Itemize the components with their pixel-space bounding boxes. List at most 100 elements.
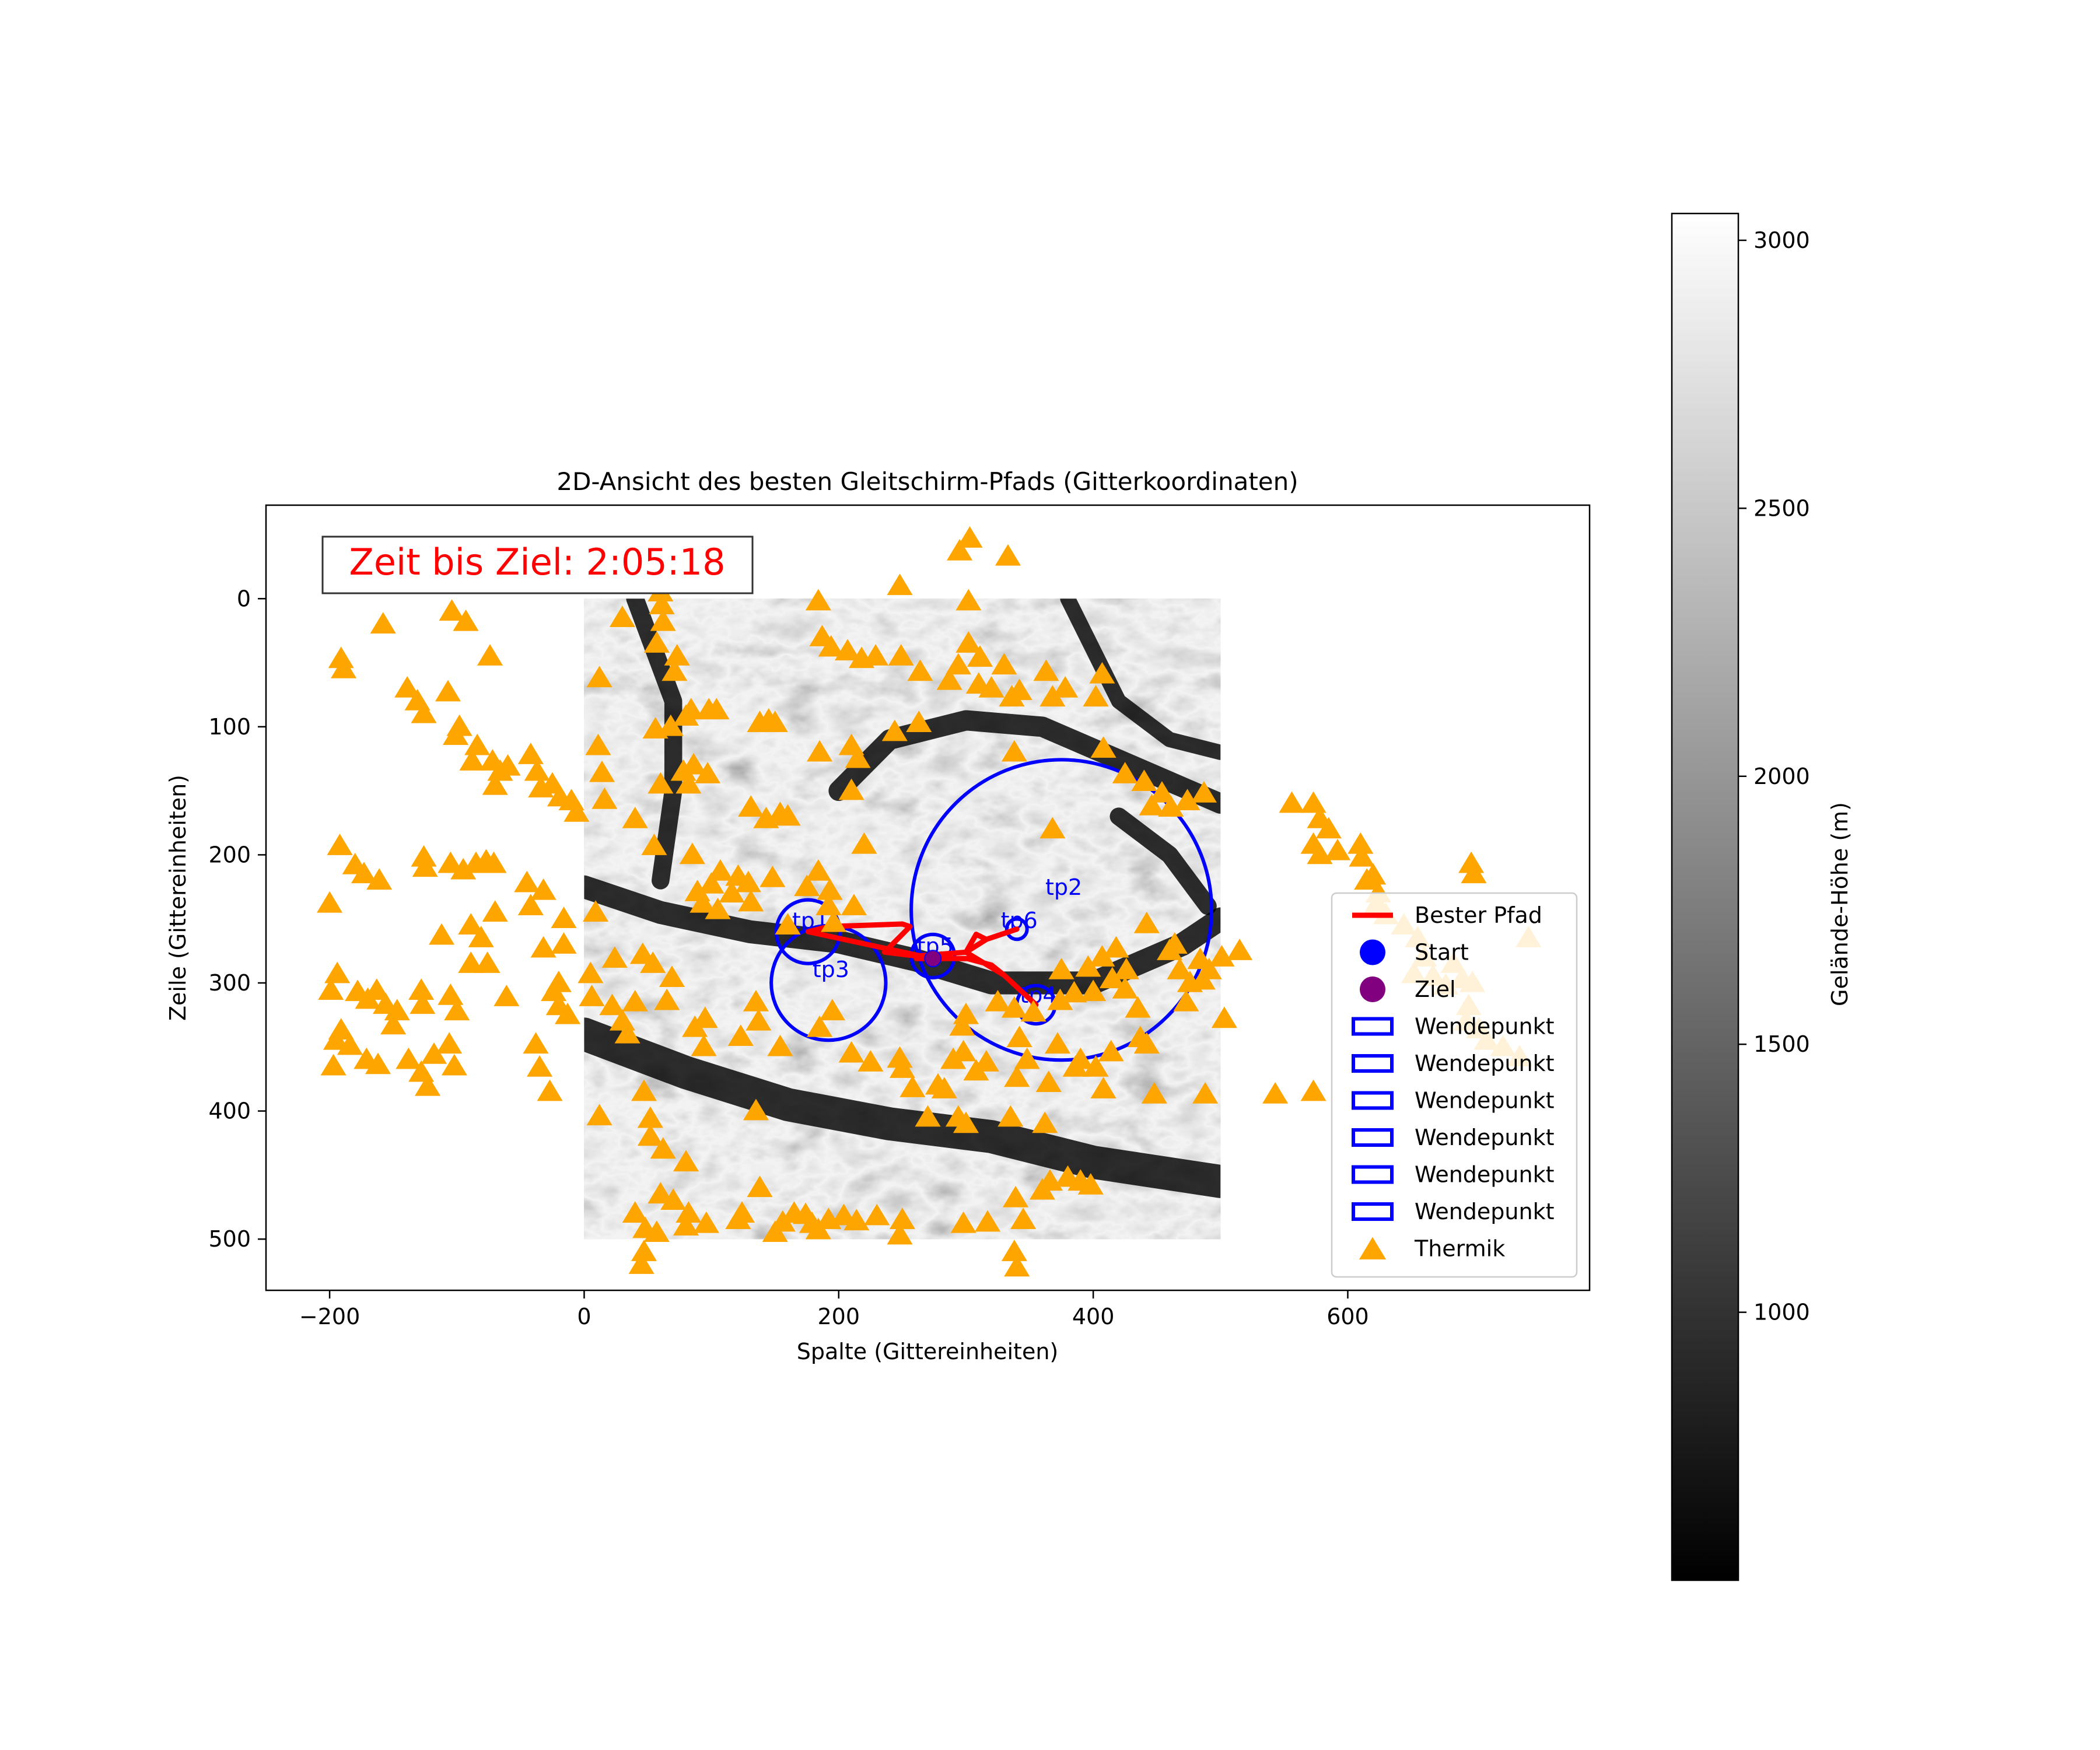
thermal-marker <box>637 1106 663 1128</box>
thermal-marker <box>1226 939 1253 960</box>
thermal-marker <box>889 1056 915 1078</box>
y-tick-label: 300 <box>208 970 251 996</box>
thermal-marker <box>805 859 831 881</box>
thermal-marker <box>517 743 544 764</box>
thermal-marker <box>746 1009 772 1031</box>
thermal-marker <box>1149 781 1175 803</box>
legend-label: Wendepunkt <box>1415 1125 1555 1150</box>
thermal-marker <box>953 1111 979 1133</box>
thermal-marker <box>551 932 577 954</box>
thermal-marker <box>1112 977 1138 999</box>
thermal-marker <box>586 666 612 688</box>
thermal-marker <box>956 589 982 611</box>
thermal-marker <box>1099 967 1125 989</box>
turnpoint-label-tp3: tp3 <box>813 957 849 982</box>
thermal-marker <box>583 900 609 922</box>
thermal-marker <box>1090 736 1116 758</box>
y-tick-label: 500 <box>208 1226 251 1252</box>
thermal-marker <box>887 1223 913 1245</box>
thermal-marker <box>622 1201 648 1223</box>
thermal-marker <box>530 878 556 900</box>
thermal-marker <box>649 593 675 615</box>
x-axis-label: Spalte (Gittereinheiten) <box>797 1339 1058 1364</box>
legend-swatch-turnpoint <box>1352 1202 1394 1221</box>
thermal-marker <box>1141 1082 1167 1104</box>
thermal-marker <box>640 951 666 973</box>
thermal-marker <box>727 1024 754 1046</box>
y-tick-label: 0 <box>237 586 251 611</box>
thermal-marker <box>363 978 390 1000</box>
thermal-marker <box>650 609 676 631</box>
turnpoint-circle-tp2 <box>909 758 1214 1062</box>
thermal-marker <box>589 760 615 782</box>
thermal-marker <box>1020 1000 1046 1022</box>
colorbar-tick-label: 2000 <box>1754 764 1810 789</box>
thermal-marker <box>351 862 377 884</box>
thermal-marker <box>957 526 983 548</box>
thermal-marker <box>1089 945 1115 967</box>
legend-label: Start <box>1415 940 1469 965</box>
thermal-marker <box>384 999 410 1021</box>
thermal-marker <box>1125 996 1151 1018</box>
thermal-marker <box>950 1211 977 1233</box>
thermal-marker <box>887 1046 913 1068</box>
thermal-marker <box>441 1054 467 1076</box>
legend-swatch-thermal <box>1359 1237 1387 1259</box>
thermal-marker <box>767 1034 793 1056</box>
legend-swatch-turnpoint <box>1352 1165 1394 1184</box>
thermal-marker <box>743 1098 769 1121</box>
thermal-marker <box>1010 1208 1037 1229</box>
thermal-marker <box>676 772 702 794</box>
thermal-marker <box>458 913 484 935</box>
x-axis-ticks: −200 0 200 400 600 <box>299 1290 1369 1329</box>
thermal-marker <box>775 913 801 935</box>
thermal-marker <box>438 983 464 1005</box>
thermal-marker <box>949 1014 975 1036</box>
colorbar-ticks: 1000 1500 2000 2500 3000 <box>1738 228 1810 1325</box>
thermal-marker <box>394 676 421 698</box>
thermal-marker <box>1173 989 1199 1012</box>
thermal-marker <box>978 676 1005 698</box>
thermal-marker <box>695 762 721 783</box>
thermal-marker <box>704 698 730 720</box>
thermal-marker <box>845 746 871 768</box>
thermal-marker <box>660 1188 687 1210</box>
thermal-marker <box>925 1073 951 1095</box>
thermal-marker <box>1040 685 1066 707</box>
thermal-marker <box>747 1175 773 1198</box>
thermal-marker <box>408 978 435 1000</box>
thermal-marker <box>1080 979 1107 1002</box>
thermal-marker <box>673 1150 699 1172</box>
thermal-marker <box>1349 845 1375 867</box>
thermal-marker <box>631 1079 657 1101</box>
thermal-marker <box>592 788 618 809</box>
thermal-marker <box>551 907 577 928</box>
colorbar: 1000 1500 2000 2500 3000 Gelände-Höhe (m) <box>1671 212 1853 1581</box>
thermal-marker <box>601 946 628 968</box>
thermal-marker <box>1133 912 1160 933</box>
thermal-marker <box>370 612 396 634</box>
legend-swatch-turnpoint <box>1352 1091 1394 1110</box>
legend-label: Wendepunkt <box>1415 1014 1555 1040</box>
thermal-marker <box>1048 958 1074 979</box>
thermal-marker <box>641 834 667 855</box>
thermal-marker <box>527 1055 553 1077</box>
y-axis-ticks: 0 100 200 300 400 500 <box>208 586 266 1252</box>
thermal-marker <box>1324 838 1351 860</box>
thermal-marker <box>1348 832 1374 854</box>
thermal-marker <box>1098 1040 1124 1062</box>
thermal-marker <box>1006 1026 1032 1048</box>
thermal-marker <box>1068 1047 1094 1069</box>
thermal-marker <box>1174 789 1200 810</box>
thermal-marker <box>881 719 908 741</box>
thermal-marker <box>366 868 393 890</box>
thermal-marker <box>323 1028 349 1050</box>
thermal-marker <box>458 951 484 973</box>
thermal-marker <box>1052 676 1079 698</box>
thermal-layer <box>317 526 1542 1277</box>
colorbar-label: Gelände-Höhe (m) <box>1827 802 1853 1006</box>
terrain-valley <box>828 710 1221 814</box>
thermal-marker <box>495 754 521 776</box>
time-annotation: Zeit bis Ziel: 2:05:18 <box>321 536 754 594</box>
thermal-marker <box>819 999 845 1021</box>
